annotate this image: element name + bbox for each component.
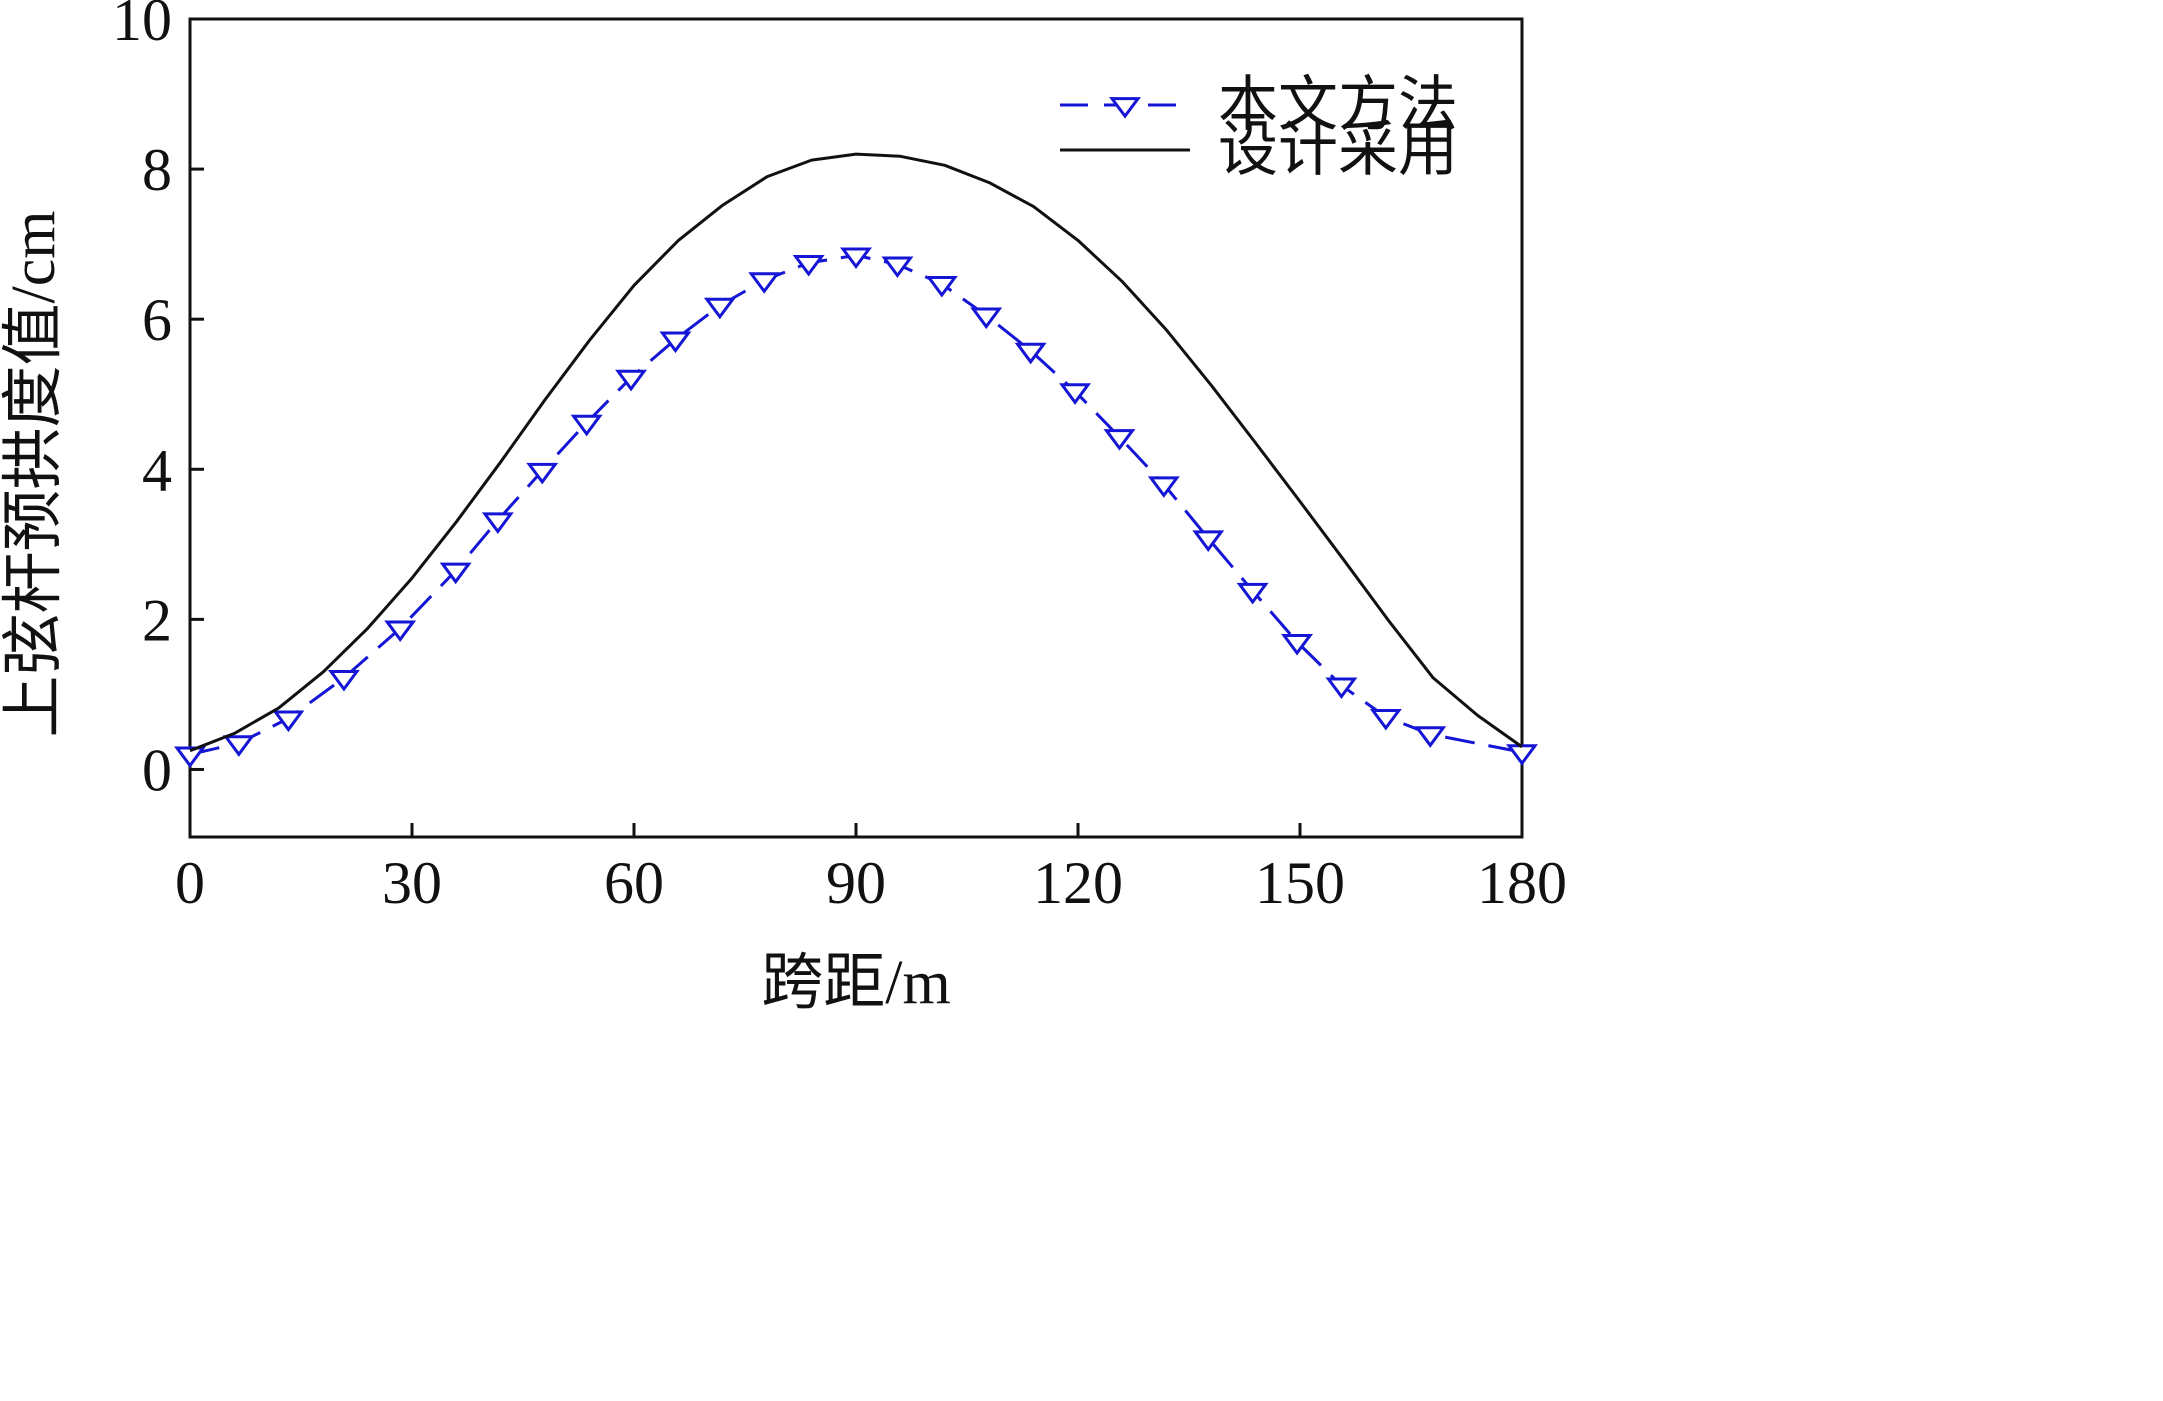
series-line-1 [189, 152, 1523, 753]
y-tick-label: 2 [142, 587, 172, 653]
data-point-marker [1281, 633, 1314, 656]
data-point-marker [1369, 708, 1402, 731]
y-tick-label: 10 [112, 0, 172, 53]
data-point-marker [272, 710, 305, 733]
data-point-marker [881, 256, 914, 279]
data-point-marker [1014, 342, 1047, 365]
data-point-marker [570, 414, 603, 437]
data-point-marker [1325, 677, 1358, 700]
data-point-marker [222, 735, 255, 757]
x-tick-label: 120 [1033, 850, 1123, 916]
x-tick-label: 30 [382, 850, 442, 916]
data-point-marker [1236, 582, 1269, 605]
data-point-marker [1059, 383, 1092, 405]
data-point-marker [792, 254, 825, 277]
x-tick-label: 180 [1477, 850, 1567, 916]
data-point-marker [384, 620, 417, 643]
data-point-marker [526, 462, 559, 485]
data-point-marker [1414, 726, 1447, 748]
legend-label: 本文方法 [1218, 72, 1458, 138]
x-tick-label: 150 [1255, 850, 1345, 916]
data-point-marker [925, 275, 958, 298]
data-point-marker [615, 369, 648, 392]
x-axis-title: 跨距/m [761, 949, 950, 1016]
data-point-marker [748, 272, 781, 294]
y-tick-label: 8 [142, 137, 172, 203]
data-point-marker [439, 562, 472, 585]
x-tick-label: 0 [175, 850, 205, 916]
data-point-marker [703, 297, 736, 320]
legend-label: 设计采用 [1218, 117, 1458, 183]
y-axis-title: 上弦杆预拱度值/cm [0, 211, 68, 738]
chart-figure: 0 30 60 90 120 150 180 0 2 4 6 8 10 本文方法 设计采用 跨距/m 上弦… [0, 0, 1567, 1016]
data-point-marker [174, 746, 206, 769]
data-point-marker [1147, 476, 1180, 498]
x-tick-label: 90 [826, 850, 886, 916]
series-line-0 [189, 253, 1523, 756]
legend-swatch-marker [1109, 97, 1141, 119]
data-point-marker [659, 331, 692, 354]
y-tick-label: 0 [142, 737, 172, 803]
y-tick-label: 6 [142, 287, 172, 353]
data-point-marker [970, 307, 1003, 330]
data-point-marker [1192, 530, 1225, 552]
x-tick-label: 60 [604, 850, 664, 916]
data-point-marker [481, 512, 514, 534]
y-tick-label: 4 [142, 437, 172, 503]
data-point-marker [1103, 429, 1136, 451]
data-point-marker [840, 247, 872, 270]
data-point-marker [327, 669, 360, 692]
data-point-marker [1506, 744, 1538, 766]
